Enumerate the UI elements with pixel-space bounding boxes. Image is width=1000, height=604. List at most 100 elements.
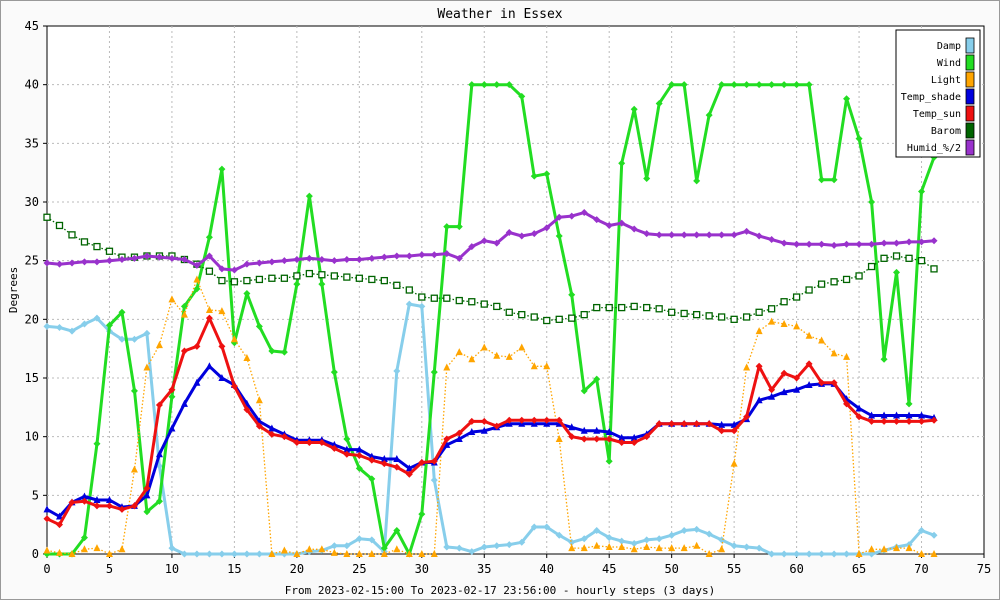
data-point-wind <box>330 368 338 376</box>
data-point-wind <box>555 232 563 240</box>
data-point-wind <box>755 81 763 89</box>
data-point-temp-shade <box>855 404 863 412</box>
data-point-barom <box>530 313 538 321</box>
data-point-temp-sun <box>843 400 851 408</box>
data-point-wind <box>293 280 301 288</box>
data-point-temp-sun <box>318 439 326 447</box>
data-point-barom <box>905 254 913 262</box>
data-point-light <box>705 550 713 557</box>
data-point-humid-2 <box>193 261 201 269</box>
x-tick-label: 5 <box>106 562 113 576</box>
data-point-light <box>480 343 488 351</box>
x-tick-label: 40 <box>540 562 554 576</box>
data-point-light <box>530 362 538 370</box>
series-barom <box>43 213 938 325</box>
data-point-light <box>243 354 251 362</box>
data-point-temp-shade <box>168 424 176 432</box>
data-point-barom <box>792 293 801 301</box>
data-point-barom <box>930 265 938 273</box>
data-point-wind <box>393 527 401 535</box>
data-point-light <box>755 327 763 335</box>
data-point-light <box>643 542 651 550</box>
data-point-damp <box>455 544 463 552</box>
data-point-humid-2 <box>743 227 751 235</box>
data-point-wind <box>468 81 476 89</box>
x-tick-label: 55 <box>727 562 741 576</box>
data-point-damp <box>168 544 176 552</box>
data-point-temp-sun <box>780 369 788 377</box>
data-point-light <box>205 305 213 313</box>
data-point-humid-2 <box>755 232 763 240</box>
data-point-wind <box>743 81 751 89</box>
data-point-wind <box>630 105 638 113</box>
data-point-temp-shade <box>55 512 63 520</box>
data-point-light <box>680 544 688 552</box>
data-point-light <box>568 544 576 552</box>
data-point-wind <box>168 393 176 401</box>
data-point-temp-shade <box>105 496 113 504</box>
data-point-damp <box>130 335 138 343</box>
data-point-damp <box>668 531 676 539</box>
x-tick-label: 50 <box>664 562 678 576</box>
data-point-damp <box>755 544 763 552</box>
data-point-humid-2 <box>368 254 376 262</box>
data-point-light <box>468 355 476 363</box>
data-point-temp-sun <box>280 433 288 441</box>
data-point-wind <box>480 81 488 89</box>
y-axis-label: Degrees <box>7 267 20 313</box>
data-point-humid-2 <box>730 231 738 239</box>
legend-label: Wind <box>937 58 961 69</box>
data-point-damp <box>730 542 738 550</box>
x-tick-label: 20 <box>290 562 304 576</box>
data-point-humid-2 <box>718 231 726 239</box>
data-point-temp-shade <box>443 440 451 448</box>
data-point-barom <box>205 267 214 275</box>
data-point-damp <box>193 550 201 558</box>
data-point-damp <box>768 550 776 558</box>
data-point-damp <box>830 550 838 558</box>
data-point-humid-2 <box>105 257 113 265</box>
data-point-damp <box>593 527 601 535</box>
x-tick-label: 75 <box>977 562 991 576</box>
data-point-humid-2 <box>355 255 363 263</box>
data-point-temp-shade <box>205 362 213 370</box>
data-point-temp-shade <box>793 385 801 393</box>
data-point-temp-sun <box>555 416 563 424</box>
data-point-light <box>518 343 526 351</box>
grid <box>47 26 984 554</box>
data-point-wind <box>505 81 513 89</box>
data-point-temp-sun <box>893 417 901 425</box>
data-point-temp-sun <box>243 406 251 414</box>
data-point-humid-2 <box>930 237 938 245</box>
data-point-temp-sun <box>443 435 451 443</box>
data-point-light <box>255 396 263 404</box>
data-point-temp-sun <box>330 444 338 452</box>
data-point-wind <box>780 81 788 89</box>
y-tick-label: 5 <box>32 488 39 502</box>
data-point-light <box>218 307 226 315</box>
data-point-wind <box>305 192 313 200</box>
data-point-light <box>105 550 113 557</box>
data-point-light <box>193 275 201 283</box>
data-point-damp <box>255 550 263 558</box>
data-point-barom <box>867 262 876 271</box>
data-point-light <box>918 550 926 557</box>
data-point-humid-2 <box>780 239 788 247</box>
data-point-barom <box>68 231 76 239</box>
data-point-temp-shade <box>268 424 276 432</box>
data-point-light <box>230 335 238 343</box>
data-point-barom <box>305 269 314 278</box>
data-point-humid-2 <box>218 265 226 273</box>
data-point-temp-shade <box>568 423 576 431</box>
legend-swatch <box>965 122 975 139</box>
data-point-humid-2 <box>155 253 163 261</box>
data-point-humid-2 <box>568 212 576 220</box>
data-point-damp <box>480 543 488 551</box>
data-point-temp-shade <box>768 392 776 400</box>
data-point-barom <box>618 303 626 312</box>
data-point-light <box>180 310 188 318</box>
data-point-light <box>805 331 813 339</box>
data-point-damp <box>355 535 363 543</box>
data-point-humid-2 <box>80 258 88 266</box>
